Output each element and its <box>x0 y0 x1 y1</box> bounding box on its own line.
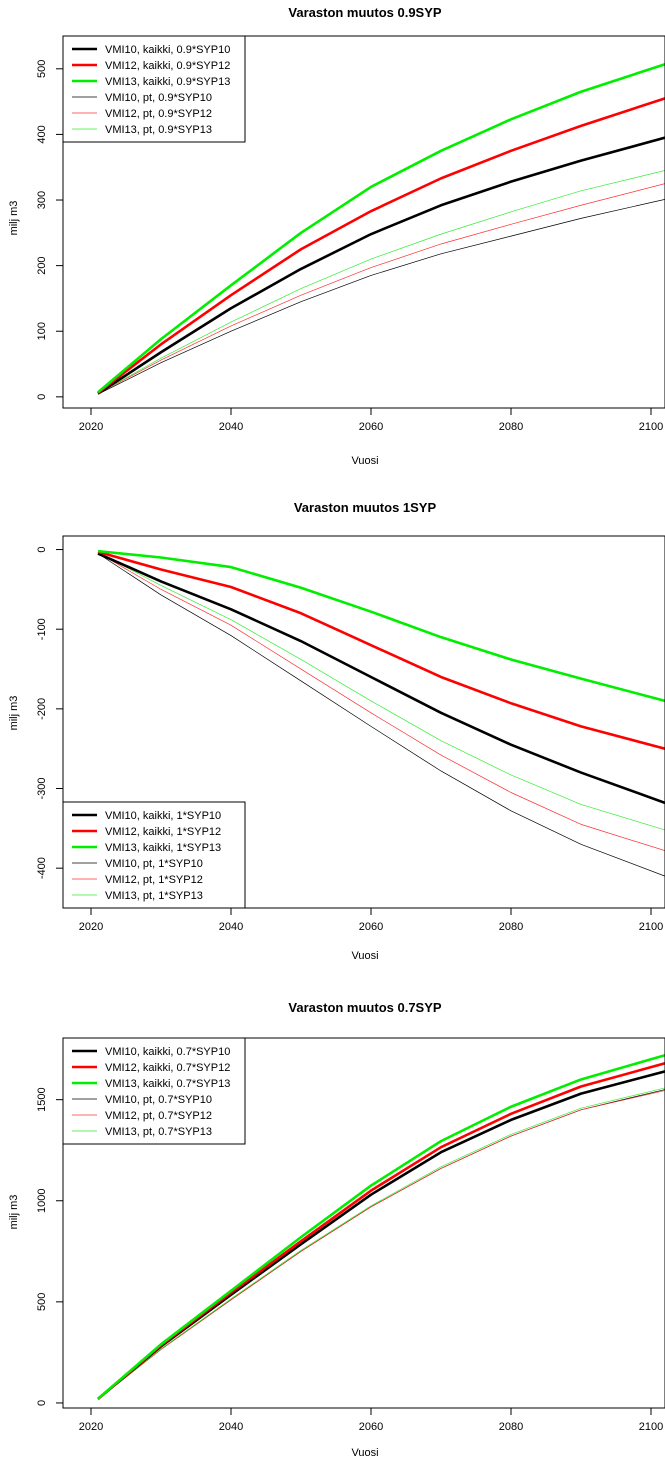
y-tick-label: 1000 <box>36 1189 48 1213</box>
chart-0-9syp: Varaston muutos 0.9SYP Vuosi milj m3 202… <box>8 5 665 467</box>
y-axis-label: milj m3 <box>8 201 20 236</box>
series-line <box>97 136 665 395</box>
y-tick-label: 0 <box>36 546 48 552</box>
y-tick-label: 500 <box>36 60 48 78</box>
y-tick-label: 200 <box>36 256 48 274</box>
y-tick-label: 400 <box>36 125 48 143</box>
series-line <box>97 62 665 394</box>
series-line <box>97 549 665 703</box>
y-tick-label: -100 <box>36 618 48 640</box>
legend-label: VMI13, kaikki, 0.7*SYP13 <box>105 1078 230 1090</box>
chart-panel-1syp: Varaston muutos 1SYP Vuosi milj m3 2020 2… <box>0 495 665 982</box>
chart-1syp: Varaston muutos 1SYP Vuosi milj m3 2020 2… <box>8 500 665 962</box>
series-line <box>97 199 665 395</box>
plot-frame <box>62 1037 665 1409</box>
series-line <box>97 552 665 805</box>
x-tick-label: 2100 <box>639 921 663 933</box>
x-tick-label: 2060 <box>359 921 383 933</box>
series-line <box>97 170 665 394</box>
series-line <box>97 1090 665 1400</box>
y-tick-label: 0 <box>36 394 48 400</box>
legend-label: VMI10, pt, 0.9*SYP10 <box>105 92 212 104</box>
chart-title: Varaston muutos 1SYP <box>294 500 437 515</box>
chart-panel-0-7syp: Varaston muutos 0.7SYP Vuosi milj m3 202… <box>0 990 665 1477</box>
x-tick-label: 2020 <box>79 1421 103 1433</box>
x-tick-label: 2040 <box>219 921 243 933</box>
series-line <box>97 550 665 750</box>
x-tick-label: 2040 <box>219 1421 243 1433</box>
series-line <box>97 97 665 394</box>
x-axis-label: Vuosi <box>351 950 378 962</box>
legend-label: VMI10, pt, 1*SYP10 <box>105 858 203 870</box>
series-line <box>97 183 665 394</box>
legend-label: VMI12, kaikki, 0.7*SYP12 <box>105 1062 230 1074</box>
legend-label: VMI13, kaikki, 0.9*SYP13 <box>105 76 230 88</box>
y-axis-label: milj m3 <box>8 696 20 731</box>
legend-box <box>62 35 246 143</box>
chart-panel-0-9syp: Varaston muutos 0.9SYP Vuosi milj m3 202… <box>0 0 665 487</box>
x-tick-label: 2100 <box>639 421 663 433</box>
legend-label: VMI13, pt, 1*SYP13 <box>105 890 203 902</box>
legend-label: VMI12, pt, 0.9*SYP12 <box>105 108 212 120</box>
legend-label: VMI10, pt, 0.7*SYP10 <box>105 1094 212 1106</box>
legend-label: VMI12, pt, 0.7*SYP12 <box>105 1110 212 1122</box>
y-tick-label: 1500 <box>36 1087 48 1111</box>
y-tick-label: 0 <box>36 1400 48 1406</box>
legend-label: VMI10, kaikki, 0.7*SYP10 <box>105 1046 230 1058</box>
y-tick-label: 300 <box>36 191 48 209</box>
x-tick-label: 2080 <box>499 1421 523 1433</box>
chart-0-7syp: Varaston muutos 0.7SYP Vuosi milj m3 202… <box>8 1000 665 1459</box>
series-line <box>97 1053 665 1400</box>
series-line <box>97 553 665 877</box>
legend-label: VMI10, kaikki, 1*SYP10 <box>105 810 221 822</box>
chart-title: Varaston muutos 0.9SYP <box>288 5 441 20</box>
legend-label: VMI12, kaikki, 1*SYP12 <box>105 826 221 838</box>
legend-label: VMI13, pt, 0.7*SYP13 <box>105 1126 212 1138</box>
legend-box <box>62 1037 246 1145</box>
y-tick-label: 100 <box>36 322 48 340</box>
x-tick-label: 2060 <box>359 421 383 433</box>
x-tick-label: 2100 <box>639 1421 663 1433</box>
x-axis-label: Vuosi <box>351 1447 378 1459</box>
legend-label: VMI13, pt, 0.9*SYP13 <box>105 124 212 136</box>
legend-label: VMI12, pt, 1*SYP12 <box>105 874 203 886</box>
x-axis-label: Vuosi <box>351 455 378 467</box>
x-tick-label: 2080 <box>499 921 523 933</box>
legend-label: VMI13, kaikki, 1*SYP13 <box>105 842 221 854</box>
y-tick-label: -300 <box>36 777 48 799</box>
series-line <box>97 552 665 851</box>
legend-label: VMI12, kaikki, 0.9*SYP12 <box>105 60 230 72</box>
x-tick-label: 2080 <box>499 421 523 433</box>
chart-title: Varaston muutos 0.7SYP <box>288 1000 441 1015</box>
x-tick-label: 2020 <box>79 421 103 433</box>
y-axis-label: milj m3 <box>8 1195 20 1230</box>
plot-frame <box>62 535 665 909</box>
x-tick-label: 2020 <box>79 921 103 933</box>
x-tick-label: 2040 <box>219 421 243 433</box>
series-line <box>97 552 665 831</box>
legend-label: VMI10, kaikki, 0.9*SYP10 <box>105 44 230 56</box>
legend-box <box>62 801 246 909</box>
plot-frame <box>62 35 665 409</box>
series-line <box>97 1087 665 1400</box>
y-tick-label: 500 <box>36 1293 48 1311</box>
x-tick-label: 2060 <box>359 1421 383 1433</box>
y-tick-label: -400 <box>36 857 48 879</box>
y-tick-label: -200 <box>36 698 48 720</box>
